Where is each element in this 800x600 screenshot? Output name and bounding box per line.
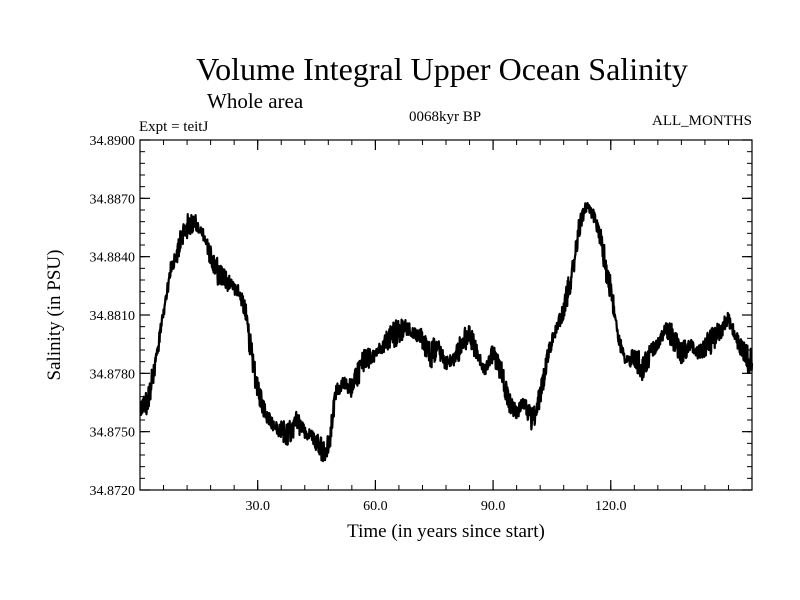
plot-frame xyxy=(139,139,753,491)
x-tick-label: 120.0 xyxy=(595,499,627,514)
y-tick-label: 34.8810 xyxy=(90,309,136,324)
chart-title: Volume Integral Upper Ocean Salinity xyxy=(196,51,688,87)
x-axis-ticks: 30.0 60.0 90.0 120.0 xyxy=(245,140,627,514)
y-axis-ticks: 34.8720 34.8750 34.8780 34.8810 34.8840 34.88… xyxy=(90,134,752,499)
y-axis-label: Salinity (in PSU) xyxy=(44,250,65,381)
months-label: ALL_MONTHS xyxy=(652,113,752,129)
y-tick-label: 34.8900 xyxy=(90,134,136,149)
minor-ticks xyxy=(139,139,753,491)
expt-label: Expt = teitJ xyxy=(139,119,208,135)
period-label: 0068kyr BP xyxy=(409,109,481,125)
y-tick-label: 34.8870 xyxy=(90,192,136,207)
x-axis-label: Time (in years since start) xyxy=(347,521,545,542)
x-tick-label: 60.0 xyxy=(363,499,388,514)
x-tick-label: 30.0 xyxy=(245,499,270,514)
y-tick-label: 34.8720 xyxy=(90,484,136,499)
x-tick-label: 90.0 xyxy=(481,499,506,514)
y-tick-label: 34.8840 xyxy=(90,251,136,266)
y-tick-label: 34.8750 xyxy=(90,426,136,441)
salinity-series-line xyxy=(139,201,754,463)
y-tick-label: 34.8780 xyxy=(90,367,136,382)
chart-subtitle: Whole area xyxy=(207,89,304,113)
